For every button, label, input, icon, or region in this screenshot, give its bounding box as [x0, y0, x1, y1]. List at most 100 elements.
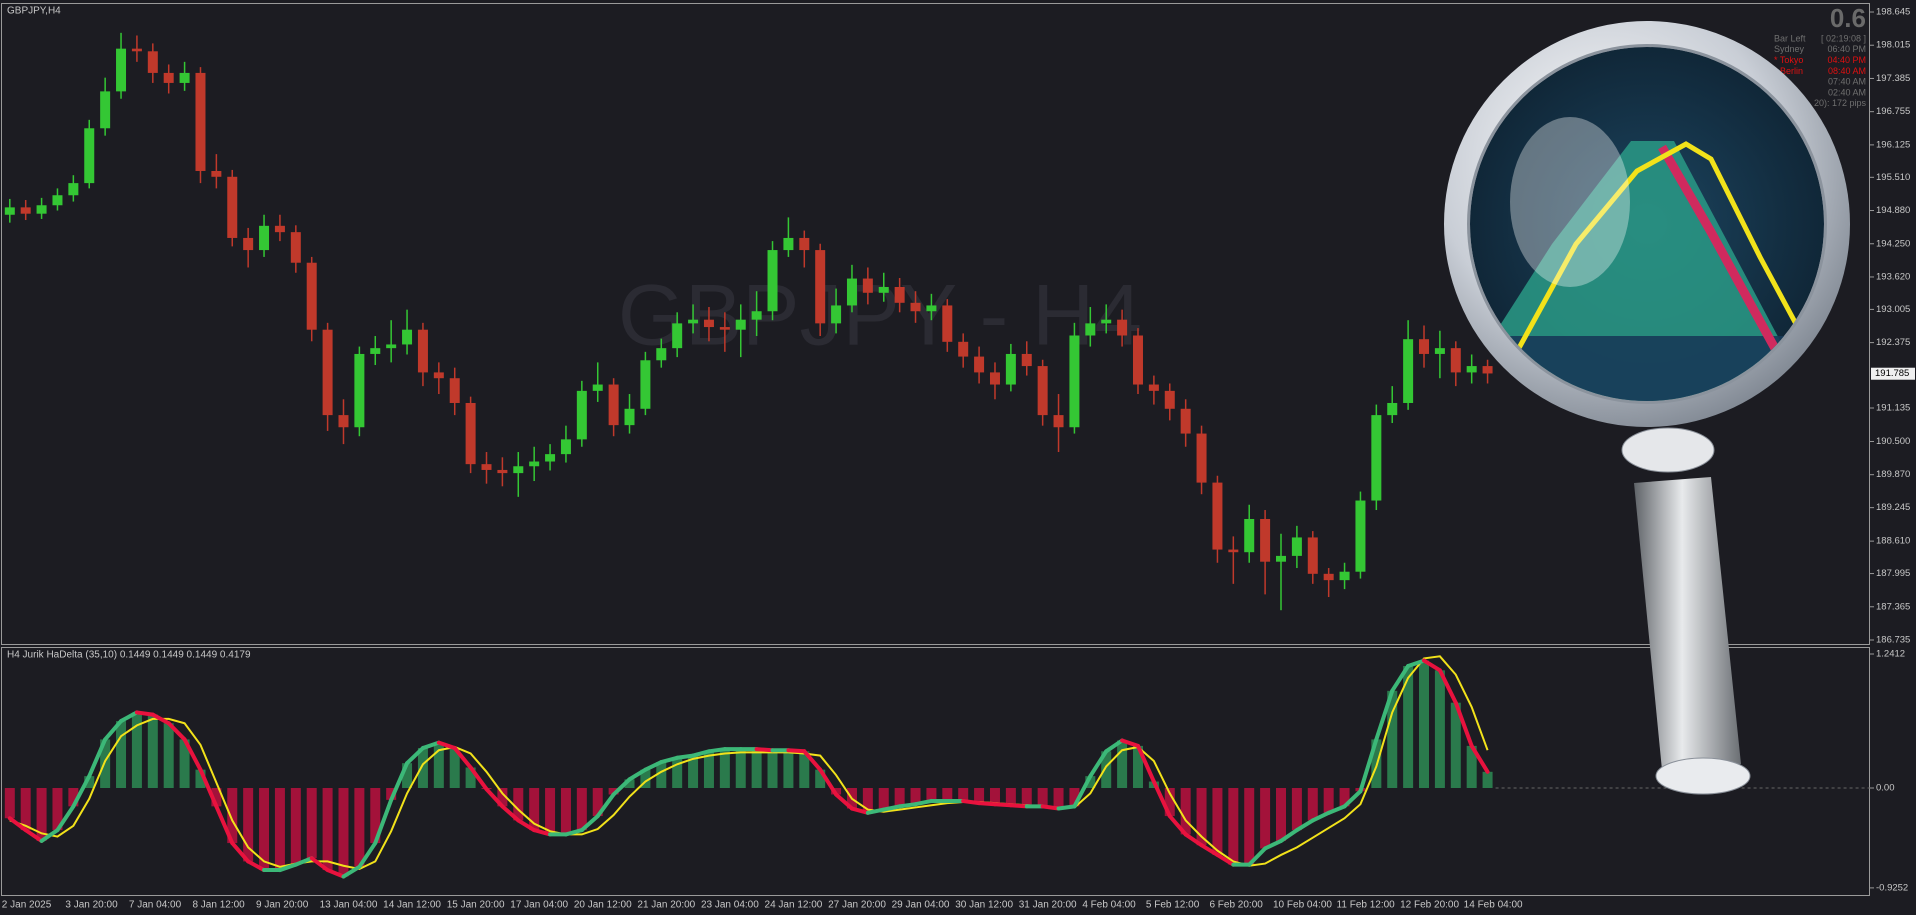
info-label: * Tokyo [1774, 55, 1803, 65]
histogram-bar [656, 762, 667, 789]
histogram-bar [735, 749, 746, 789]
x-tick-label: 15 Jan 20:00 [447, 900, 505, 911]
candle-body [497, 469, 508, 474]
histogram-bar [624, 779, 635, 789]
delta-line [611, 777, 632, 797]
info-label: * Berlin [1774, 66, 1803, 76]
x-tick-label: 7 Jan 04:00 [129, 900, 182, 911]
histogram-bar [592, 788, 603, 817]
info-value: [ 02:19:08 ] [1821, 33, 1866, 43]
candle-body [1148, 384, 1159, 391]
candle-body [989, 372, 1000, 385]
histogram-bar [1482, 771, 1493, 789]
histogram-bar [386, 788, 397, 800]
candle-body [1037, 366, 1048, 416]
delta-line [1088, 749, 1109, 779]
histogram-bar [1276, 788, 1286, 841]
delta-line [1358, 737, 1379, 794]
candle-body [1339, 571, 1350, 581]
delta-line [532, 828, 553, 837]
delta-line [675, 753, 696, 760]
delta-line [818, 767, 839, 797]
y-tick-label: 1.2412 [1876, 649, 1905, 660]
histogram-bar [131, 712, 142, 789]
x-tick-label: 23 Jan 04:00 [701, 900, 759, 911]
delta-line [1247, 846, 1268, 867]
delta-line [1167, 814, 1188, 837]
histogram-bar [1005, 788, 1016, 806]
x-tick-label: 11 Feb 12:00 [1337, 900, 1396, 911]
histogram-bar [211, 788, 222, 807]
delta-line [166, 721, 187, 742]
delta-line [1390, 664, 1411, 693]
candle-body [131, 48, 142, 52]
histogram-bar [1434, 670, 1445, 789]
delta-line [643, 760, 664, 772]
x-tick-label: 14 Feb 04:00 [1464, 900, 1523, 911]
candle-body [449, 378, 460, 403]
histogram-bar [1291, 788, 1302, 831]
candle-body [290, 232, 301, 263]
y-tick-label: 193.620 [1876, 271, 1910, 282]
histogram-bar [290, 788, 301, 865]
candle-body [274, 225, 285, 233]
histogram-bar [338, 788, 349, 877]
candle-body [545, 454, 556, 462]
delta-line [1406, 658, 1427, 669]
candle-body [259, 225, 270, 251]
candle-body [719, 327, 730, 330]
candle-body [116, 48, 127, 92]
delta-line [500, 804, 521, 823]
candle-body [560, 439, 571, 455]
histogram-bar [640, 769, 651, 789]
histogram-bar [1387, 690, 1398, 789]
candle-body [1419, 339, 1430, 354]
candle-body [1085, 323, 1096, 336]
candle-body [322, 329, 333, 416]
delta-line [1040, 804, 1061, 811]
y-tick-label: 197.385 [1876, 73, 1910, 84]
info-value: 04:40 PM [1827, 55, 1866, 65]
candle-body [1180, 408, 1191, 434]
y-tick-label: 194.880 [1876, 205, 1910, 216]
candle-body [974, 356, 985, 373]
histogram-bar [243, 788, 254, 862]
x-tick-label: 29 Jan 04:00 [892, 900, 950, 911]
candle-body [1466, 366, 1477, 373]
candle-body [608, 384, 619, 426]
histogram-bar [1117, 740, 1128, 789]
y-tick-label: 194.250 [1876, 238, 1910, 249]
histogram-bar [449, 748, 460, 789]
delta-line [325, 868, 346, 879]
y-tick-label: 189.245 [1876, 502, 1910, 513]
delta-line [627, 767, 648, 782]
histogram-bar [68, 788, 79, 807]
magnifier [1444, 21, 1850, 795]
delta-line [87, 737, 108, 779]
candle-body [100, 91, 111, 129]
histogram-bar [799, 751, 810, 789]
histogram-bar [783, 750, 794, 789]
candle-body [1260, 518, 1271, 562]
histogram-bar [274, 788, 285, 871]
histogram-bar [974, 788, 985, 804]
x-tick-label: 24 Jan 12:00 [765, 900, 823, 911]
x-tick-label: 17 Jan 04:00 [510, 900, 568, 911]
histogram-bar [560, 788, 571, 835]
x-tick-label: 21 Jan 20:00 [637, 900, 695, 911]
histogram-bar [767, 750, 778, 789]
plot: 198.645 198.015 197.385 196.755 196.125 195.5… [2, 7, 1915, 911]
histogram-bar [1450, 702, 1461, 789]
candle-body [354, 353, 365, 428]
histogram-bar [1101, 751, 1112, 789]
histogram-bar [227, 788, 238, 844]
delta-line [1374, 688, 1395, 742]
y-tick-label: 195.510 [1876, 172, 1910, 183]
delta-line [1437, 668, 1458, 705]
histogram-bar [942, 788, 953, 801]
candle-body [942, 305, 953, 342]
candle-body [433, 372, 444, 379]
candle-body [20, 207, 31, 214]
spread: 0.6 [1830, 3, 1866, 33]
delta-line [1453, 700, 1474, 748]
